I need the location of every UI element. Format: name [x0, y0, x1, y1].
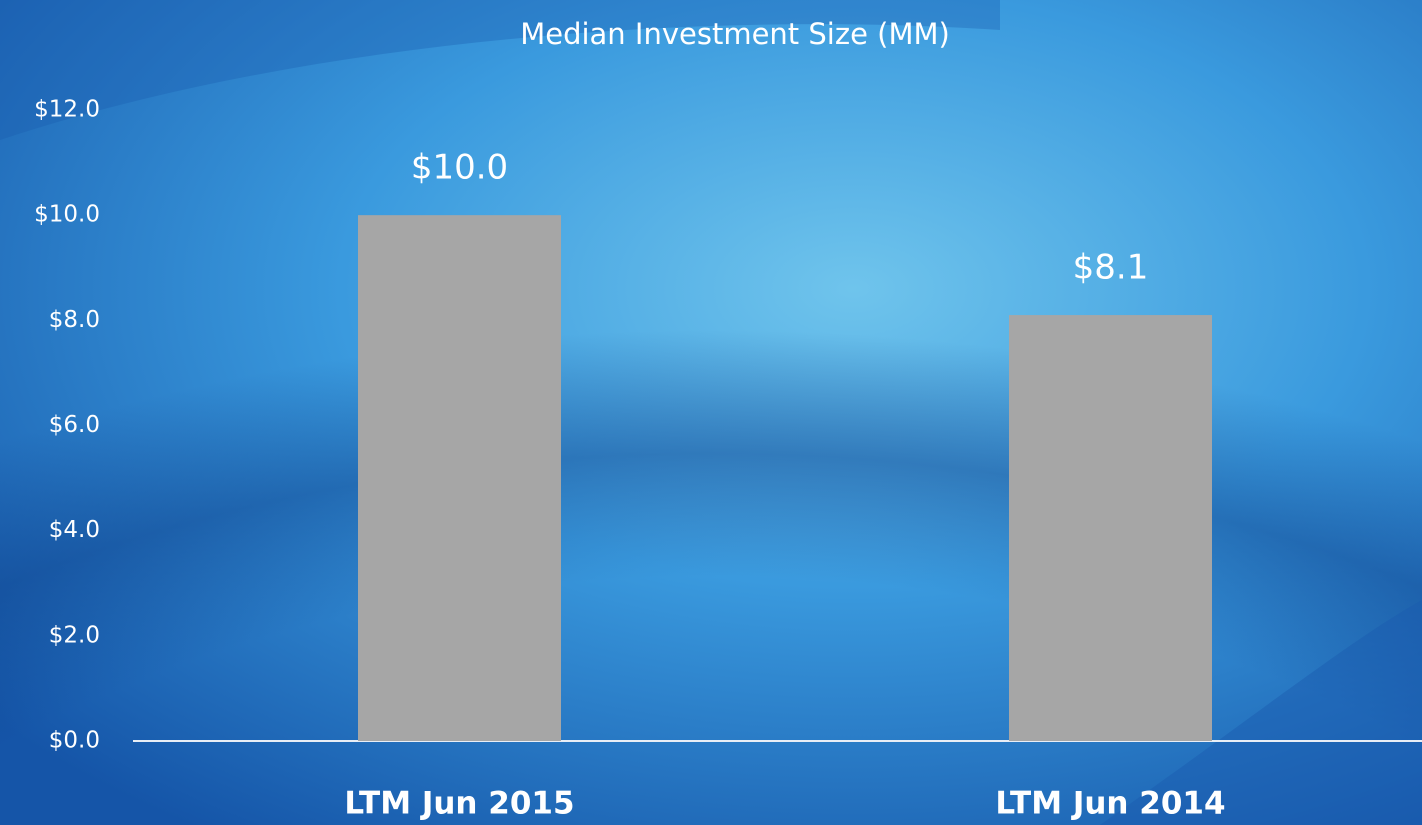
y-tick-label: $6.0 [49, 412, 100, 438]
y-tick-label: $12.0 [34, 97, 100, 123]
y-tick-label: $4.0 [49, 517, 100, 543]
y-tick-label: $0.0 [49, 728, 100, 754]
x-tick-label: LTM Jun 2014 [995, 786, 1225, 822]
data-label: $10.0 [411, 148, 508, 188]
background-arc [0, 0, 1000, 140]
y-tick-label: $2.0 [49, 622, 100, 648]
bar [1009, 315, 1212, 741]
chart-title: Median Investment Size (MM) [520, 17, 950, 51]
background-arc [1100, 600, 1422, 825]
y-tick-label: $10.0 [34, 202, 100, 228]
x-tick-label: LTM Jun 2015 [344, 786, 574, 822]
bar [358, 215, 561, 741]
y-tick-label: $8.0 [49, 307, 100, 333]
data-label: $8.1 [1073, 248, 1149, 288]
